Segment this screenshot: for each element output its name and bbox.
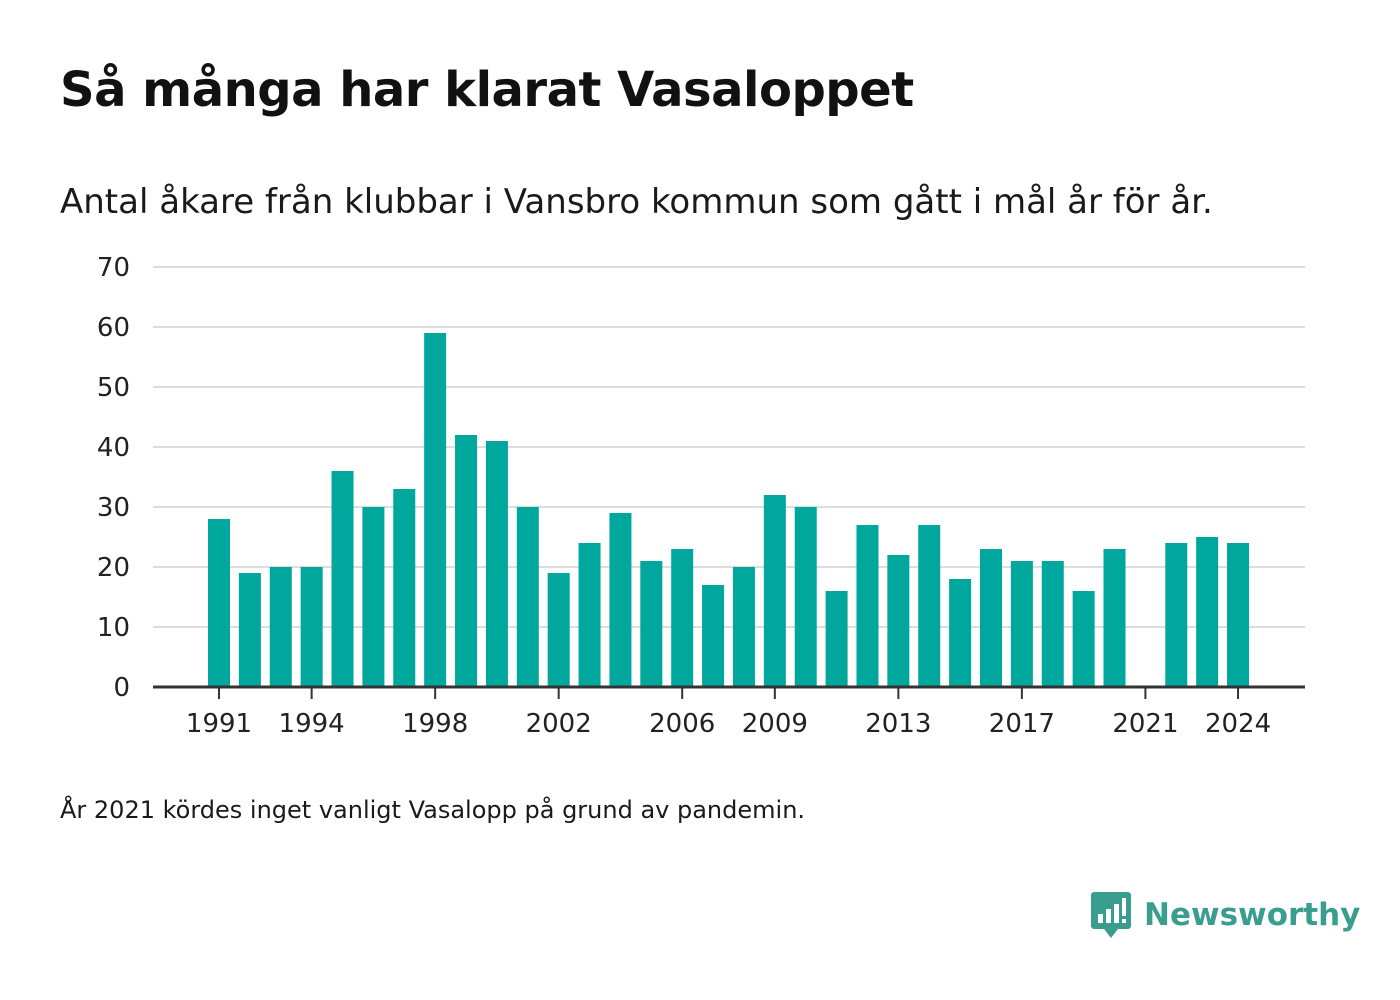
bar-1997 [393, 489, 416, 687]
bar-2006 [671, 549, 694, 687]
bar-2012 [856, 525, 879, 687]
bar-2010 [794, 507, 817, 687]
bar-2017 [1010, 561, 1033, 687]
x-tick-label-1998: 1998 [402, 709, 468, 739]
bar-2015 [949, 579, 972, 687]
bar-2014 [918, 525, 941, 687]
bar-2024 [1227, 543, 1250, 687]
bar-1993 [269, 567, 292, 687]
bar-2005 [640, 561, 663, 687]
bar-2001 [516, 507, 539, 687]
bar-2002 [547, 573, 570, 687]
chart-subtitle: Antal åkare från klubbar i Vansbro kommu… [60, 182, 1213, 222]
bar-2023 [1196, 537, 1219, 687]
y-tick-label-10: 10 [97, 613, 130, 643]
bar-1991 [208, 519, 230, 687]
bar-2004 [609, 513, 632, 687]
x-tick-label-2002: 2002 [526, 709, 592, 739]
bar-2003 [578, 543, 601, 687]
y-tick-label-70: 70 [97, 253, 130, 283]
bar-chart: 0 10 20 30 40 50 60 70 1991 1994 1998 2002 2006 2009 2… [97, 253, 1305, 739]
y-tick-label-20: 20 [97, 553, 130, 583]
newsworthy-logo-icon [1091, 892, 1131, 938]
bar-1994 [300, 567, 323, 687]
brand-name: Newsworthy [1144, 897, 1361, 933]
x-tick-label-2017: 2017 [989, 709, 1055, 739]
x-tick-label-2009: 2009 [742, 709, 808, 739]
footnote: År 2021 kördes inget vanligt Vasalopp på… [60, 796, 806, 824]
bar-1992 [238, 573, 261, 687]
x-tick-label-1991: 1991 [186, 709, 252, 739]
gridlines [153, 266, 1305, 628]
bar-2020 [1103, 549, 1126, 687]
y-tick-label-0: 0 [113, 673, 130, 703]
bar-2009 [763, 495, 786, 687]
x-tick-label-1994: 1994 [279, 709, 345, 739]
bar-2018 [1041, 561, 1064, 687]
bars [208, 333, 1250, 687]
bar-1996 [362, 507, 385, 687]
x-tick-label-2024: 2024 [1205, 709, 1271, 739]
y-tick-label-30: 30 [97, 493, 130, 523]
y-tick-label-40: 40 [97, 433, 130, 463]
bar-1998 [424, 333, 447, 687]
bar-1999 [455, 435, 478, 687]
bar-2008 [732, 567, 755, 687]
bar-2007 [702, 585, 725, 687]
bar-2013 [887, 555, 910, 687]
x-tick-label-2021: 2021 [1112, 709, 1178, 739]
bar-2016 [980, 549, 1002, 687]
y-tick-label-50: 50 [97, 373, 130, 403]
x-tick-label-2006: 2006 [649, 709, 715, 739]
bar-2000 [485, 441, 508, 687]
bar-2019 [1072, 591, 1095, 687]
axes: 0 10 20 30 40 50 60 70 1991 1994 1998 2002 2006 2009 2… [97, 253, 1305, 739]
bar-2011 [825, 591, 848, 687]
brand-logo: Newsworthy [1090, 890, 1360, 940]
chart-title: Så många har klarat Vasaloppet [60, 62, 914, 118]
bar-2022 [1165, 543, 1188, 687]
y-tick-label-60: 60 [97, 313, 130, 343]
x-tick-label-2013: 2013 [865, 709, 931, 739]
bar-1995 [331, 471, 354, 687]
